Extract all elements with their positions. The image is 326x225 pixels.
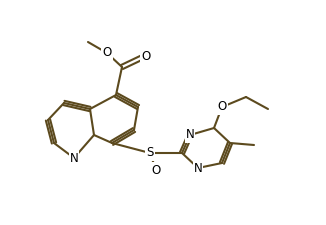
Text: O: O (102, 47, 111, 59)
Text: O: O (151, 164, 161, 176)
Text: N: N (185, 128, 194, 142)
Text: O: O (217, 101, 227, 113)
Text: N: N (70, 151, 78, 164)
Text: O: O (141, 50, 151, 63)
Text: S: S (146, 146, 154, 160)
Text: N: N (194, 162, 202, 175)
